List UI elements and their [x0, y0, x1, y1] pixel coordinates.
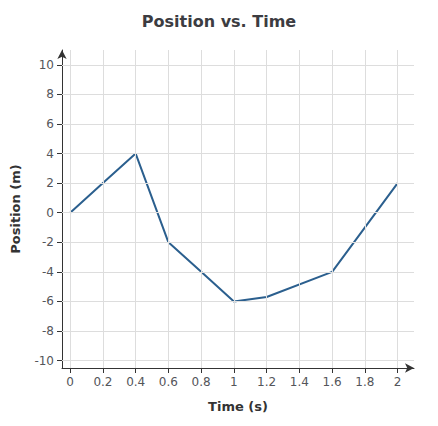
svg-text:0.8: 0.8 — [192, 375, 211, 389]
svg-text:-2: -2 — [42, 235, 54, 249]
svg-text:-4: -4 — [42, 265, 54, 279]
svg-text:1: 1 — [230, 375, 238, 389]
svg-text:0: 0 — [66, 375, 74, 389]
svg-text:Position (m): Position (m) — [8, 164, 23, 253]
svg-text:0.4: 0.4 — [126, 375, 145, 389]
svg-text:2: 2 — [46, 176, 54, 190]
svg-text:-8: -8 — [42, 324, 54, 338]
svg-text:0.6: 0.6 — [159, 375, 178, 389]
svg-text:2: 2 — [394, 375, 402, 389]
svg-text:0.2: 0.2 — [93, 375, 112, 389]
svg-text:4: 4 — [46, 147, 54, 161]
svg-text:1.8: 1.8 — [355, 375, 374, 389]
svg-text:6: 6 — [46, 117, 54, 131]
svg-text:Time (s): Time (s) — [208, 399, 268, 414]
svg-text:1.2: 1.2 — [257, 375, 276, 389]
svg-text:8: 8 — [46, 87, 54, 101]
svg-text:-10: -10 — [34, 354, 54, 368]
svg-text:1.4: 1.4 — [290, 375, 309, 389]
svg-text:-6: -6 — [42, 294, 54, 308]
svg-text:0: 0 — [46, 206, 54, 220]
svg-text:10: 10 — [39, 58, 54, 72]
svg-text:1.6: 1.6 — [323, 375, 342, 389]
svg-text:Position vs. Time: Position vs. Time — [142, 12, 296, 31]
